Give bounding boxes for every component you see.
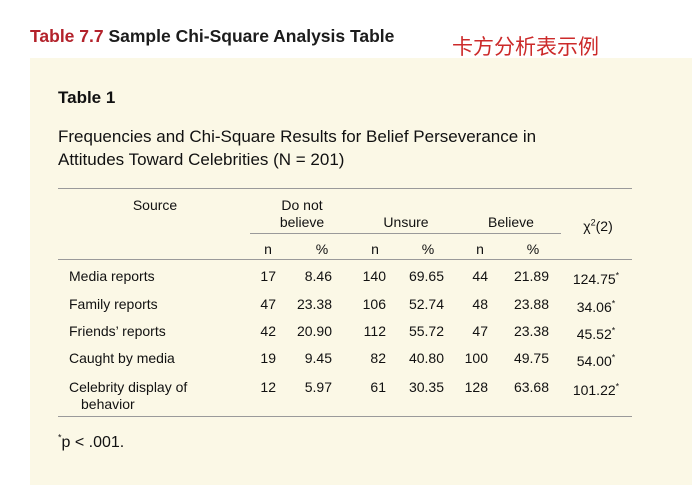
cell-dnb-pct: 20.90 [296,323,332,339]
caption-line-1: Frequencies and Chi-Square Results for B… [58,127,537,146]
footnote-asterisk: * [58,432,62,443]
subheader-n-3: n [476,241,484,257]
cell-dnb-n: 12 [260,379,276,395]
slide-title: Table 7.7 Sample Chi-Square Analysis Tab… [30,26,394,47]
significance-asterisk: * [611,298,616,309]
cell-bel-n: 47 [472,323,488,339]
row-source-label: Caught by media [69,350,175,366]
col-header-do-not-believe-line1: Do not [281,197,323,213]
cell-bel-pct: 23.38 [513,323,549,339]
chi-value: 54.00 [576,353,612,369]
footnote-text: p < .001. [61,434,125,451]
cell-bel-pct: 23.88 [513,296,549,312]
chinese-title: 卡方分析表示例 [452,35,599,59]
cell-bel-n: 44 [472,268,488,284]
cell-uns-pct: 69.65 [408,268,444,284]
chi-df: (2) [595,218,613,234]
col-header-unsure: Unsure [383,214,429,230]
caption-line-2: Attitudes Toward Celebrities (N = 201) [58,150,345,169]
cell-chi-square: 101.22* [573,382,619,398]
subheader-pct-1: % [315,241,329,257]
group-rule-3 [467,233,561,234]
table-panel: Table 1 Frequencies and Chi-Square Resul… [30,58,692,485]
row-source-label: Celebrity display of [69,379,188,395]
cell-chi-square: 124.75* [573,271,619,287]
group-rule-2 [361,233,467,234]
col-header-do-not-believe-line2: believe [279,214,325,230]
row-source: Media reports [69,268,155,285]
cell-chi-square: 54.00* [577,353,616,369]
row-source: Family reports [69,296,158,313]
subheader-rule [58,259,632,260]
top-rule [58,188,632,189]
cell-bel-pct: 21.89 [513,268,549,284]
cell-uns-n: 106 [362,296,386,312]
significance-asterisk: * [615,270,620,281]
row-source-label-cont: behavior [81,396,135,412]
cell-bel-n: 100 [464,350,488,366]
cell-dnb-pct: 23.38 [296,296,332,312]
row-source-label: Friends’ reports [69,323,166,339]
significance-asterisk: * [611,325,616,336]
cell-bel-pct: 63.68 [513,379,549,395]
cell-bel-n: 48 [472,296,488,312]
cell-uns-pct: 52.74 [408,296,444,312]
cell-bel-n: 128 [464,379,488,395]
chi-value: 45.52 [576,326,612,342]
cell-dnb-n: 17 [260,268,276,284]
cell-bel-pct: 49.75 [513,350,549,366]
row-source-label: Family reports [69,296,158,312]
bottom-rule [58,416,632,417]
table-number: Table 7.7 [30,26,104,46]
table-label: Table 1 [58,88,116,107]
significance-asterisk: * [615,381,620,392]
cell-uns-n: 112 [363,323,386,339]
chi-value: 34.06 [576,299,612,315]
slide-header: Table 7.7 Sample Chi-Square Analysis Tab… [0,0,692,59]
cell-dnb-pct: 8.46 [304,268,332,284]
cell-uns-pct: 40.80 [408,350,444,366]
table-caption: Frequencies and Chi-Square Results for B… [58,125,658,171]
footnote: *p < .001. [58,432,125,452]
cell-uns-pct: 55.72 [408,323,444,339]
cell-uns-n: 82 [370,350,386,366]
row-source: Celebrity display of behavior [69,379,187,413]
chi-superscript: 2 [590,217,596,228]
cell-uns-n: 140 [362,268,386,284]
subheader-n-2: n [371,241,379,257]
chi-value: 124.75 [572,271,616,287]
cell-uns-pct: 30.35 [408,379,444,395]
row-source: Caught by media [69,350,175,367]
cell-uns-n: 61 [370,379,386,395]
row-source-label: Media reports [69,268,155,284]
col-header-believe: Believe [488,214,534,230]
row-source: Friends’ reports [69,323,166,340]
subheader-n-1: n [264,241,272,257]
cell-dnb-pct: 5.97 [304,379,332,395]
cell-dnb-pct: 9.45 [304,350,332,366]
cell-chi-square: 34.06* [577,299,616,315]
col-header-chi-square: χ2(2) [583,218,613,235]
cell-chi-square: 45.52* [577,326,616,342]
group-rule-1 [250,233,361,234]
chi-value: 101.22 [572,382,616,398]
chi-symbol: χ [583,218,591,234]
cell-dnb-n: 47 [260,296,276,312]
col-header-source: Source [132,197,178,213]
cell-dnb-n: 19 [260,350,276,366]
significance-asterisk: * [611,352,616,363]
subheader-pct-2: % [421,241,435,257]
col-header-do-not-believe: Do not believe [280,197,324,231]
cell-dnb-n: 42 [260,323,276,339]
subheader-pct-3: % [526,241,540,257]
title-text: Sample Chi-Square Analysis Table [103,26,395,46]
